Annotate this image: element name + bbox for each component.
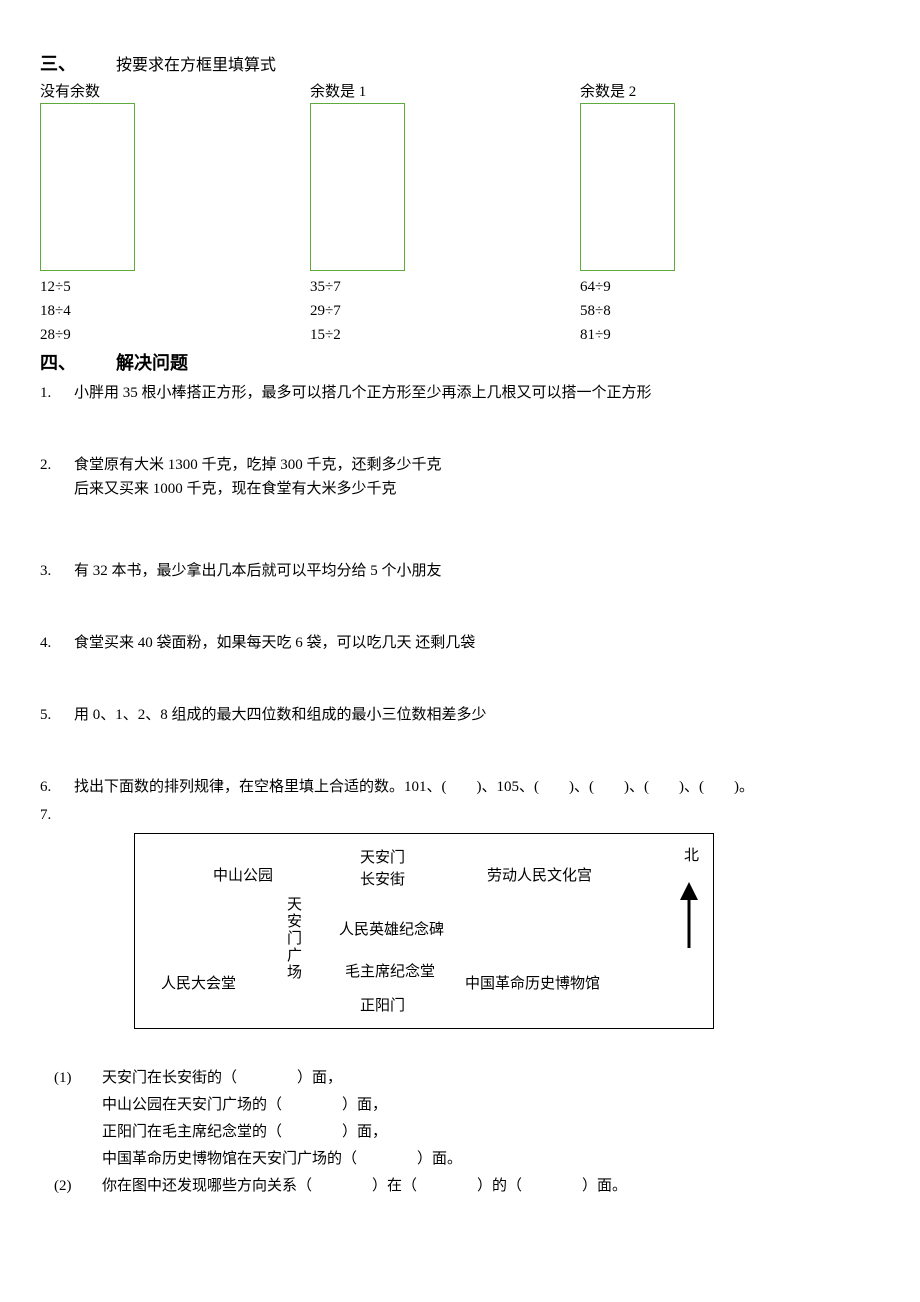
q-text: 小胖用 35 根小棒搭正方形，最多可以搭几个正方形至少再添上几根又可以搭一个正方… <box>74 381 880 405</box>
expr: 29÷7 <box>310 299 405 323</box>
box-label-2: 余数是 2 <box>580 80 675 101</box>
q-num: 2. <box>40 453 74 501</box>
sub-line: 中山公园在天安门广场的（ ）面， <box>102 1092 880 1119</box>
expr: 18÷4 <box>40 299 135 323</box>
map-dahuitang: 人民大会堂 <box>161 972 236 993</box>
boxes-row: 没有余数 余数是 1 余数是 2 <box>40 80 880 271</box>
section-3-title: 按要求在方框里填算式 <box>116 51 276 75</box>
question-4: 4. 食堂买来 40 袋面粉，如果每天吃 6 袋，可以吃几天 还剩几袋 <box>40 631 880 655</box>
sub-line: 天安门在长安街的（ ）面， <box>102 1065 880 1092</box>
expr: 15÷2 <box>310 323 405 347</box>
q-text: 找出下面数的排列规律，在空格里填上合适的数。101、( )、105、( )、( … <box>74 775 880 799</box>
box-col-1: 余数是 1 <box>310 80 405 271</box>
q-text: 有 32 本书，最少拿出几本后就可以平均分给 5 个小朋友 <box>74 559 880 583</box>
expr: 12÷5 <box>40 275 135 299</box>
q-text: 食堂原有大米 1300 千克，吃掉 300 千克，还剩多少千克 后来又买来 10… <box>74 453 880 501</box>
q-num: 1. <box>40 381 74 405</box>
sub-1: (1) 天安门在长安街的（ ）面， 中山公园在天安门广场的（ ）面， 正阳门在毛… <box>54 1065 880 1173</box>
sub-num: (1) <box>54 1065 102 1173</box>
section-4-title: 解决问题 <box>116 349 188 375</box>
map-maozhuxi: 毛主席纪念堂 <box>345 960 435 981</box>
expressions-row: 12÷5 18÷4 28÷9 35÷7 29÷7 15÷2 64÷9 58÷8 … <box>40 275 880 347</box>
question-5: 5. 用 0、1、2、8 组成的最大四位数和组成的最小三位数相差多少 <box>40 703 880 727</box>
sub-line: 你在图中还发现哪些方向关系（ ）在（ ）的（ ）面。 <box>102 1173 880 1200</box>
box-col-0: 没有余数 <box>40 80 135 271</box>
question-3: 3. 有 32 本书，最少拿出几本后就可以平均分给 5 个小朋友 <box>40 559 880 583</box>
expr: 64÷9 <box>580 275 675 299</box>
sub-body: 你在图中还发现哪些方向关系（ ）在（ ）的（ ）面。 <box>102 1173 880 1200</box>
map-zhongshan: 中山公园 <box>213 864 273 885</box>
question-list: 1. 小胖用 35 根小棒搭正方形，最多可以搭几个正方形至少再添上几根又可以搭一… <box>40 381 880 827</box>
q-text: 食堂买来 40 袋面粉，如果每天吃 6 袋，可以吃几天 还剩几袋 <box>74 631 880 655</box>
question-2: 2. 食堂原有大米 1300 千克，吃掉 300 千克，还剩多少千克 后来又买来… <box>40 453 880 501</box>
answer-box-0[interactable] <box>40 103 135 271</box>
map-tiananmen: 天安门 <box>360 846 405 867</box>
expr-col-1: 35÷7 29÷7 15÷2 <box>310 275 405 347</box>
map-laodong: 劳动人民文化宫 <box>487 864 592 885</box>
map-jinianbei: 人民英雄纪念碑 <box>339 918 444 939</box>
expr: 35÷7 <box>310 275 405 299</box>
answer-box-1[interactable] <box>310 103 405 271</box>
sub-question-list: (1) 天安门在长安街的（ ）面， 中山公园在天安门广场的（ ）面， 正阳门在毛… <box>54 1065 880 1200</box>
q-text <box>74 803 880 827</box>
map-north: 北 <box>684 844 699 865</box>
q-num: 5. <box>40 703 74 727</box>
sub-line: 中国革命历史博物馆在天安门广场的（ ）面。 <box>102 1146 880 1173</box>
section-3-num: 三、 <box>40 50 76 76</box>
question-1: 1. 小胖用 35 根小棒搭正方形，最多可以搭几个正方形至少再添上几根又可以搭一… <box>40 381 880 405</box>
section-4-header: 四、 解决问题 <box>40 349 880 375</box>
question-6: 6. 找出下面数的排列规律，在空格里填上合适的数。101、( )、105、( )… <box>40 775 880 799</box>
sub-body: 天安门在长安街的（ ）面， 中山公园在天安门广场的（ ）面， 正阳门在毛主席纪念… <box>102 1065 880 1173</box>
map-changan: 长安街 <box>360 868 405 889</box>
expr-col-2: 64÷9 58÷8 81÷9 <box>580 275 675 347</box>
q-num: 4. <box>40 631 74 655</box>
map-wrapper: 北 天安门 中山公园 长安街 劳动人民文化宫 天安门广场 人民英雄纪念碑 毛主席… <box>134 833 880 1029</box>
map-guangchang: 天安门广场 <box>283 896 304 981</box>
box-col-2: 余数是 2 <box>580 80 675 271</box>
sub-line: 正阳门在毛主席纪念堂的（ ）面， <box>102 1119 880 1146</box>
north-arrow-icon <box>677 882 701 952</box>
box-label-1: 余数是 1 <box>310 80 405 101</box>
q-num: 6. <box>40 775 74 799</box>
answer-box-2[interactable] <box>580 103 675 271</box>
q-num: 7. <box>40 803 74 827</box>
map-bowuguan: 中国革命历史博物馆 <box>465 972 600 993</box>
question-7: 7. <box>40 803 880 827</box>
q-text: 用 0、1、2、8 组成的最大四位数和组成的最小三位数相差多少 <box>74 703 880 727</box>
box-label-0: 没有余数 <box>40 80 135 101</box>
map-box: 北 天安门 中山公园 长安街 劳动人民文化宫 天安门广场 人民英雄纪念碑 毛主席… <box>134 833 714 1029</box>
sub-num: (2) <box>54 1173 102 1200</box>
expr: 81÷9 <box>580 323 675 347</box>
section-4-num: 四、 <box>40 349 76 375</box>
expr: 28÷9 <box>40 323 135 347</box>
expr-col-0: 12÷5 18÷4 28÷9 <box>40 275 135 347</box>
sub-2: (2) 你在图中还发现哪些方向关系（ ）在（ ）的（ ）面。 <box>54 1173 880 1200</box>
q-num: 3. <box>40 559 74 583</box>
map-zhengyang: 正阳门 <box>360 994 405 1015</box>
section-3-header: 三、 按要求在方框里填算式 <box>40 50 880 76</box>
expr: 58÷8 <box>580 299 675 323</box>
